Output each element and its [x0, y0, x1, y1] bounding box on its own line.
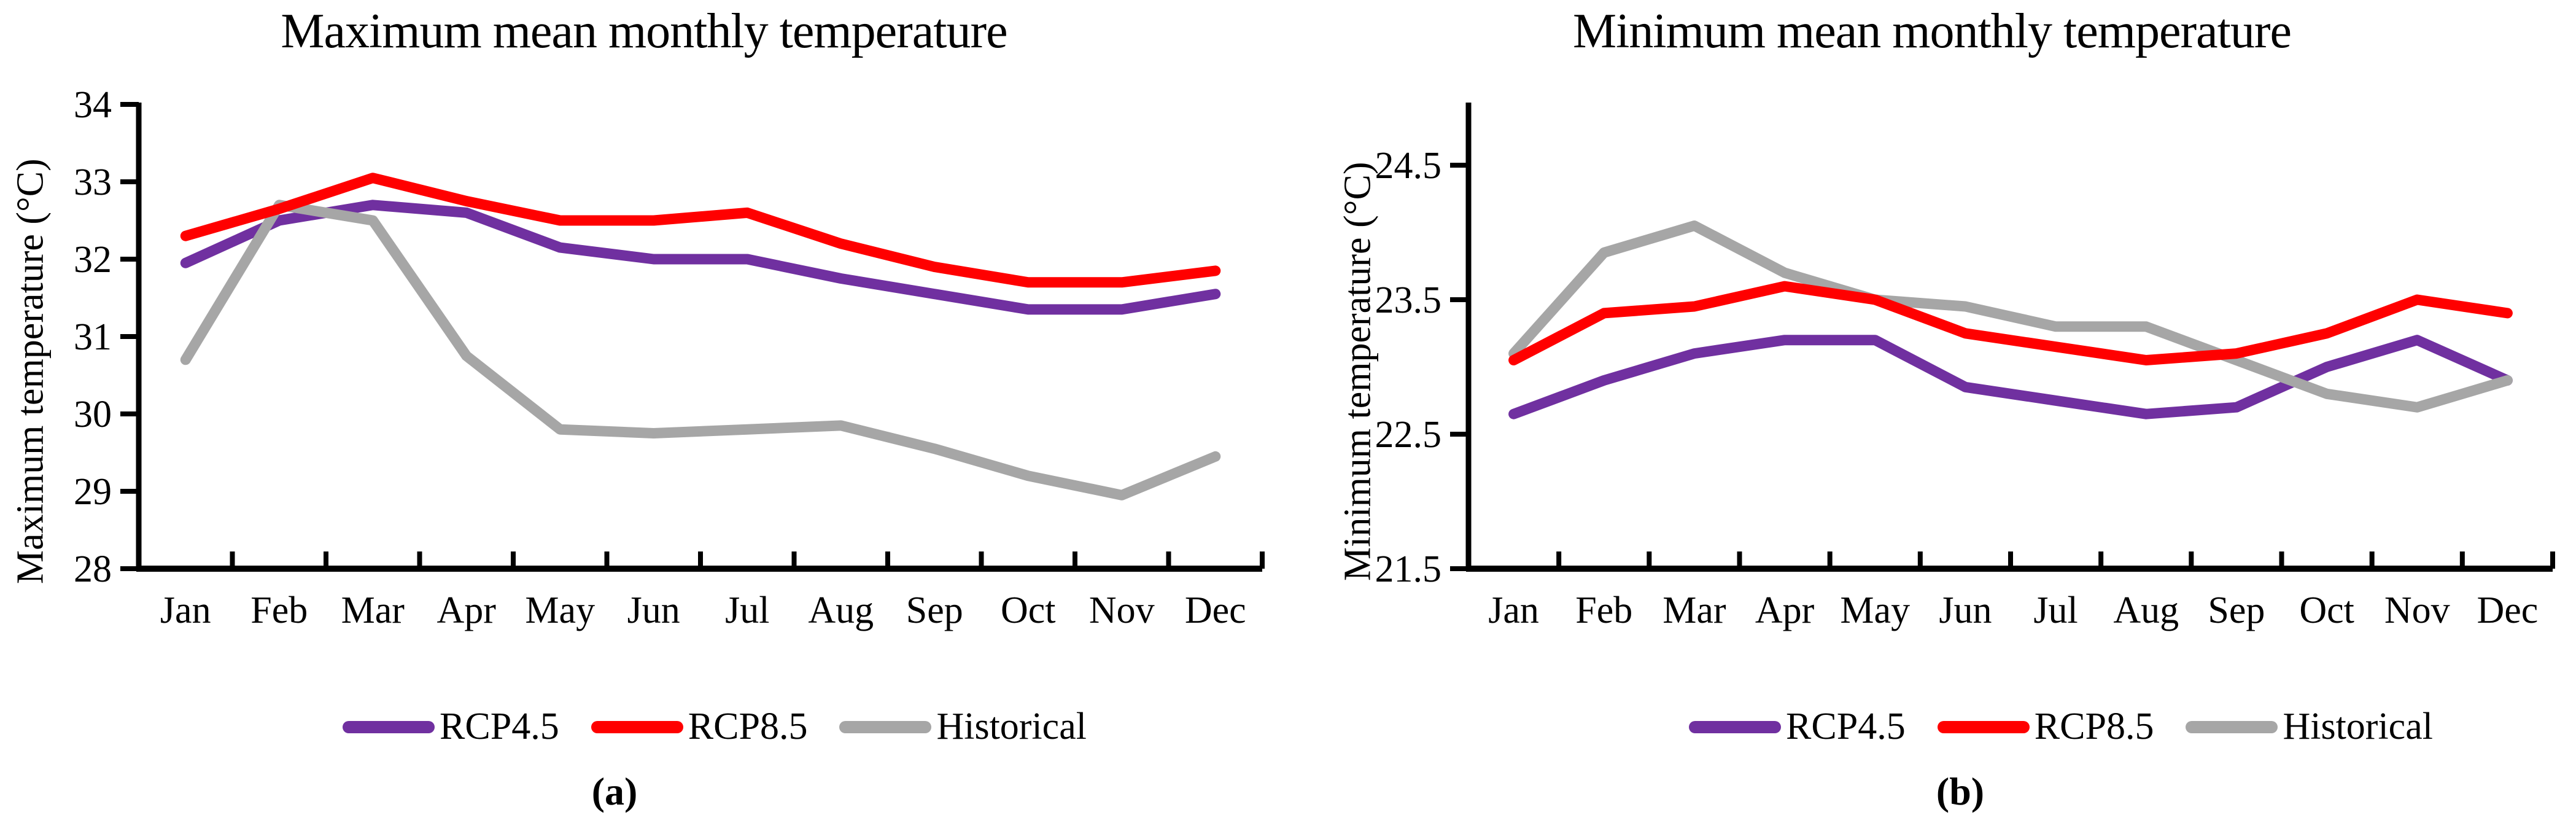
x-category-label: Aug — [808, 590, 874, 631]
x-category-label: Jun — [627, 590, 680, 631]
series-line-rcp45 — [1508, 335, 2513, 419]
series-line-rcp45 — [180, 200, 1221, 315]
chart-a-legend: RCP4.5 RCP8.5 Historical — [0, 705, 1359, 749]
legend-label: RCP4.5 — [440, 706, 559, 747]
x-category-label: Jan — [1488, 590, 1539, 631]
legend-swatch — [343, 720, 435, 733]
x-category-label: Nov — [2384, 590, 2450, 631]
x-category-label: Apr — [1755, 590, 1815, 631]
legend-item-rcp45: RCP4.5 — [343, 705, 559, 749]
series-line-historical — [1508, 220, 2513, 413]
legend-label: RCP4.5 — [1786, 706, 1906, 747]
x-category-label: Jan — [160, 590, 211, 631]
x-category-label: Jul — [2033, 590, 2077, 631]
y-tick-label: 30 — [74, 394, 112, 435]
legend-label: Historical — [936, 706, 1087, 747]
legend-item-historical: Historical — [839, 705, 1087, 749]
x-category-label: Aug — [2113, 590, 2179, 631]
x-category-label: Mar — [1662, 590, 1726, 631]
y-tick-label: 34 — [74, 84, 112, 126]
x-category-label: Sep — [906, 590, 963, 631]
legend-item-rcp85: RCP8.5 — [591, 705, 808, 749]
x-category-label: Oct — [1001, 590, 1056, 631]
panel-b: Minimum mean monthly temperature Minimum… — [1288, 0, 2576, 826]
chart-a-canvas: 28 29 30 31 32 33 34 Jan Feb Mar Apr May Jun Jul Aug Se… — [74, 84, 1265, 631]
legend-swatch — [1689, 720, 1782, 733]
chart-b-caption: (b) — [1936, 770, 1985, 813]
legend-swatch — [2186, 720, 2278, 733]
y-tick-label: 33 — [74, 162, 112, 203]
legend-swatch — [1937, 720, 2030, 733]
chart-a-title: Maximum mean monthly temperature — [281, 4, 1007, 58]
panel-a: Maximum mean monthly temperature Maximum… — [10, 4, 1265, 813]
y-tick-label: 28 — [74, 548, 112, 590]
x-category-label: Oct — [2299, 590, 2354, 631]
x-category-label: Apr — [437, 590, 497, 631]
legend-item-rcp85: RCP8.5 — [1937, 705, 2154, 749]
x-category-label: Mar — [341, 590, 405, 631]
y-tick-label: 22.5 — [1375, 414, 1442, 456]
chart-b-legend: RCP4.5 RCP8.5 Historical — [1288, 705, 2576, 749]
x-category-label: Dec — [2477, 590, 2539, 631]
series-line-rcp85 — [180, 173, 1221, 288]
chart-a-caption: (a) — [591, 770, 638, 813]
y-tick-label: 31 — [74, 316, 112, 358]
y-tick-label: 23.5 — [1375, 279, 1442, 321]
x-category-label: May — [1840, 590, 1910, 631]
legend-label: RCP8.5 — [688, 706, 808, 747]
chart-b-canvas: 21.5 22.5 23.5 24.5 Jan Feb Mar Apr May Jun Jul Aug… — [1375, 103, 2555, 631]
series-line-historical — [180, 200, 1221, 501]
legend-swatch — [591, 720, 683, 733]
legend-swatch — [839, 720, 932, 733]
y-tick-label: 29 — [74, 471, 112, 513]
series-line-rcp85 — [1508, 281, 2513, 365]
x-category-label: Nov — [1089, 590, 1155, 631]
x-category-label: May — [525, 590, 595, 631]
legend-label: Historical — [2283, 706, 2433, 747]
chart-b-title: Minimum mean monthly temperature — [1573, 4, 2292, 58]
x-category-label: Jun — [1939, 590, 1992, 631]
y-tick-label: 21.5 — [1375, 548, 1442, 590]
x-category-label: Feb — [250, 590, 308, 631]
x-category-label: Dec — [1185, 590, 1246, 631]
legend-label: RCP8.5 — [2034, 706, 2154, 747]
x-category-label: Jul — [725, 590, 769, 631]
y-tick-label: 32 — [74, 239, 112, 281]
x-category-label: Feb — [1575, 590, 1632, 631]
x-category-label: Sep — [2208, 590, 2265, 631]
y-tick-label: 24.5 — [1375, 145, 1442, 187]
legend-item-rcp45: RCP4.5 — [1689, 705, 1906, 749]
legend-item-historical: Historical — [2186, 705, 2433, 749]
